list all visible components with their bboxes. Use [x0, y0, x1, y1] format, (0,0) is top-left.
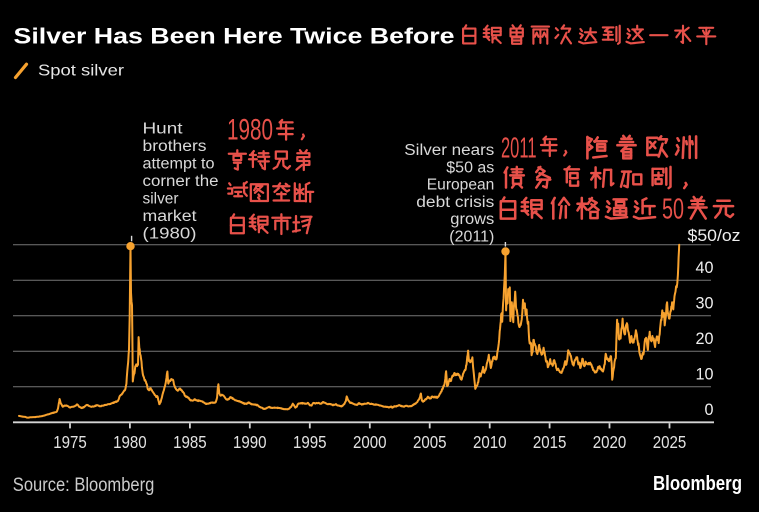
svg-text:Source: Bloomberg: Source: Bloomberg: [13, 475, 155, 496]
svg-text:(2011): (2011): [449, 229, 494, 246]
svg-text:2015: 2015: [533, 432, 567, 452]
svg-text:Silver Has Been Here Twice Bef: Silver Has Been Here Twice Before: [14, 24, 455, 49]
svg-text:2020: 2020: [593, 432, 627, 452]
svg-text:$50 as: $50 as: [446, 159, 494, 176]
svg-text:0: 0: [705, 400, 714, 419]
svg-text:(1980): (1980): [143, 225, 197, 242]
svg-text:1990: 1990: [233, 432, 267, 452]
svg-text:1985: 1985: [173, 432, 207, 452]
svg-text:2010: 2010: [473, 432, 507, 452]
svg-text:debt crisis: debt crisis: [416, 194, 494, 211]
svg-text:grows: grows: [450, 211, 494, 228]
svg-text:1975: 1975: [53, 432, 87, 452]
svg-text:Hunt: Hunt: [143, 120, 184, 137]
svg-text:2025: 2025: [653, 432, 687, 452]
svg-text:30: 30: [696, 293, 714, 312]
svg-text:Bloomberg: Bloomberg: [653, 473, 742, 495]
svg-text:50: 50: [662, 194, 684, 226]
svg-text:$50/oz: $50/oz: [688, 226, 741, 245]
svg-text:1995: 1995: [293, 432, 327, 452]
svg-text:Silver nears: Silver nears: [404, 142, 494, 159]
svg-text:European: European: [427, 177, 495, 194]
svg-text:20: 20: [696, 329, 714, 348]
svg-text:2011: 2011: [501, 133, 537, 165]
svg-text:1980: 1980: [227, 114, 273, 147]
svg-text:brothers: brothers: [143, 138, 207, 155]
svg-text:Spot silver: Spot silver: [38, 63, 125, 80]
svg-text:2000: 2000: [353, 432, 387, 452]
svg-text:1980: 1980: [113, 432, 147, 452]
svg-text:10: 10: [696, 364, 714, 383]
svg-text:market: market: [143, 208, 198, 225]
svg-text:2005: 2005: [413, 432, 447, 452]
svg-text:40: 40: [696, 258, 714, 277]
svg-text:attempt to: attempt to: [143, 155, 215, 172]
svg-text:silver: silver: [143, 190, 179, 207]
svg-text:corner the: corner the: [143, 173, 219, 190]
